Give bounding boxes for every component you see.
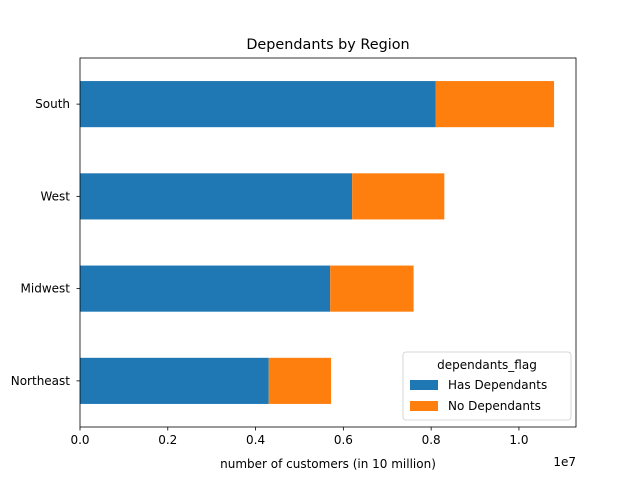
legend-box (402, 351, 572, 421)
legend: dependants_flag Has Dependants No Dependa… (402, 351, 572, 421)
bar-midwest-no-dependants (330, 265, 414, 312)
x-axis-label: number of customers (in 10 million) (220, 457, 436, 471)
bars-group (80, 81, 555, 404)
bar-south-no-dependants (435, 81, 555, 128)
bar-midwest-has-dependants (80, 265, 331, 312)
bar-west-no-dependants (352, 173, 445, 220)
y-tick-label-west: West (40, 189, 70, 203)
x-tick-label-3: 0.6 (334, 433, 353, 447)
x-axis-offset-text: 1e7 (553, 455, 576, 469)
legend-label-has-dependants: Has Dependants (448, 378, 547, 392)
legend-swatch-has-dependants (410, 380, 438, 390)
x-tick-label-5: 1.0 (509, 433, 528, 447)
bar-south-has-dependants (80, 81, 436, 128)
x-tick-label-2: 0.4 (246, 433, 265, 447)
bar-west-has-dependants (80, 173, 353, 220)
y-tick-label-midwest: Midwest (21, 282, 71, 296)
bar-northeast-has-dependants (80, 357, 269, 404)
y-tick-label-northeast: Northeast (11, 374, 71, 388)
x-tick-label-4: 0.8 (422, 433, 441, 447)
x-tick-label-1: 0.2 (158, 433, 177, 447)
bar-northeast-no-dependants (268, 357, 332, 404)
plot-frame (79, 57, 577, 428)
y-tick-label-south: South (35, 97, 70, 111)
y-axis: Northeast Midwest West South (11, 97, 80, 388)
chart-title: Dependants by Region (246, 37, 409, 53)
legend-swatch-no-dependants (410, 401, 438, 411)
x-axis: 0.0 0.2 0.4 0.6 0.8 1.0 (70, 427, 528, 447)
legend-title: dependants_flag (437, 358, 537, 372)
legend-label-no-dependants: No Dependants (448, 399, 541, 413)
x-tick-label-0: 0.0 (70, 433, 89, 447)
